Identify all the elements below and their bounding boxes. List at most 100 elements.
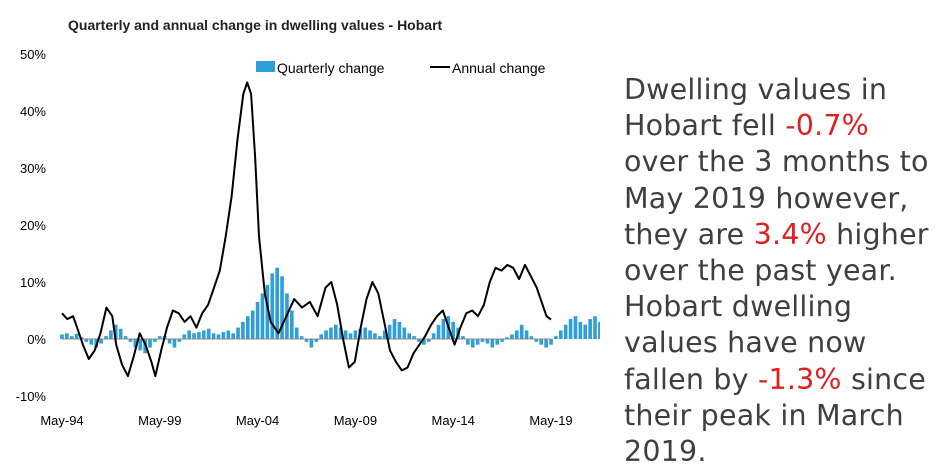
- quarterly-bar: [250, 310, 255, 339]
- quarterly-bar: [113, 324, 118, 339]
- quarterly-bar: [118, 328, 123, 339]
- quarterly-bar: [417, 339, 421, 342]
- quarterly-bar: [412, 336, 416, 339]
- y-tick-label: 50%: [20, 47, 46, 62]
- quarterly-bar: [519, 324, 524, 339]
- legend-quarterly-label: Quarterly change: [277, 60, 385, 76]
- summary-line: Hobart fell -0.7%: [624, 109, 869, 143]
- quarterly-bar: [167, 339, 172, 344]
- quarterly-bar: [241, 321, 245, 339]
- quarterly-bar: [206, 328, 211, 339]
- summary-line: 2019.: [624, 435, 707, 469]
- quarterly-bar: [280, 276, 284, 339]
- quarterly-bar: [265, 284, 270, 339]
- quarterly-bar: [573, 316, 578, 339]
- annual-change-highlight: 3.4%: [753, 217, 827, 251]
- x-tick-label: May-99: [138, 413, 181, 428]
- quarterly-bar: [529, 336, 534, 339]
- quarterly-bar: [397, 321, 402, 339]
- quarterly-bar: [490, 339, 495, 348]
- summary-line: they are 3.4% higher: [624, 217, 929, 251]
- quarterly-bar: [128, 339, 133, 342]
- quarterly-bar: [588, 319, 592, 339]
- summary-line: over the past year.: [624, 254, 897, 288]
- quarterly-bar: [201, 330, 206, 339]
- quarterly-bar: [89, 339, 94, 345]
- quarterly-bar: [368, 330, 372, 339]
- quarterly-bar: [211, 333, 216, 339]
- legend-annual-label: Annual change: [452, 60, 546, 76]
- quarterly-bar: [260, 293, 265, 339]
- x-tick-label: May-94: [40, 413, 83, 428]
- quarterly-bar: [187, 330, 191, 339]
- quarterly-bar: [329, 327, 333, 339]
- quarterly-bar: [402, 327, 407, 339]
- quarterly-bar: [255, 301, 260, 339]
- quarterly-bar: [177, 339, 182, 342]
- quarterly-bar: [583, 324, 588, 339]
- quarterly-bar: [422, 339, 426, 345]
- quarterly-bar: [353, 330, 358, 339]
- quarterly-bar: [74, 333, 79, 339]
- quarterly-bar: [407, 333, 412, 339]
- quarterly-bar: [568, 319, 573, 339]
- quarterly-bar: [363, 327, 367, 339]
- quarterly-bar: [378, 336, 382, 339]
- y-tick-label: -10%: [16, 389, 47, 404]
- quarterly-bar: [192, 333, 196, 339]
- quarterly-bar: [84, 339, 89, 342]
- quarterly-bar: [133, 339, 138, 348]
- quarterly-bar: [485, 339, 490, 344]
- quarterly-bar: [270, 273, 275, 339]
- x-tick-label: May-09: [334, 413, 377, 428]
- chart-title: Quarterly and annual change in dwelling …: [68, 17, 443, 33]
- quarterly-bar: [231, 333, 235, 339]
- quarterly-bar: [466, 339, 470, 345]
- quarterly-bar: [373, 333, 377, 339]
- quarterly-bar: [480, 339, 485, 342]
- y-tick-label: 10%: [20, 275, 46, 290]
- x-tick-label: May-14: [432, 413, 475, 428]
- quarterly-bar: [505, 337, 509, 339]
- y-tick-label: 40%: [20, 104, 46, 119]
- quarterly-bar: [221, 332, 226, 339]
- quarterly-bar: [334, 324, 338, 339]
- quarterly-bar: [563, 324, 568, 339]
- quarterly-bar: [294, 327, 299, 339]
- quarterly-bar: [436, 324, 441, 339]
- quarterly-bar: [514, 330, 519, 339]
- quarterly-bar: [495, 339, 500, 345]
- quarterly-bar: [544, 339, 548, 348]
- quarterly-bar: [69, 336, 74, 339]
- quarterly-bar: [392, 319, 397, 339]
- quarterly-bar: [539, 339, 544, 345]
- quarterly-bar: [510, 334, 514, 339]
- summary-line: over the 3 months to: [624, 145, 929, 179]
- quarterly-bar: [109, 330, 113, 339]
- y-tick-label: 20%: [20, 218, 46, 233]
- quarterly-bar: [470, 339, 475, 348]
- quarterly-bar: [593, 316, 597, 339]
- quarterly-bar: [343, 330, 348, 339]
- quarterly-bar: [157, 336, 162, 339]
- quarterly-bar: [138, 339, 143, 351]
- quarterly-bar: [524, 330, 529, 339]
- summary-text: Dwelling values in Hobart fell -0.7% ove…: [624, 72, 934, 470]
- quarterly-bar: [65, 333, 69, 339]
- quarterly-bar: [304, 339, 309, 342]
- quarterly-change-highlight: -0.7%: [785, 109, 869, 143]
- quarterly-bar: [299, 336, 304, 339]
- quarterly-bar: [441, 319, 446, 339]
- quarterly-bar: [451, 321, 456, 339]
- quarterly-bar: [387, 324, 392, 339]
- quarterly-bar: [246, 316, 250, 339]
- quarterly-bar: [319, 334, 323, 339]
- quarterly-bar: [226, 330, 231, 339]
- quarterly-bar: [554, 336, 558, 339]
- x-tick-label: May-19: [529, 413, 572, 428]
- quarterly-bar: [475, 339, 480, 345]
- y-tick-label: 30%: [20, 161, 46, 176]
- quarterly-bar: [500, 339, 504, 342]
- quarterly-bar: [558, 330, 563, 339]
- summary-line: May 2019 however,: [624, 181, 909, 215]
